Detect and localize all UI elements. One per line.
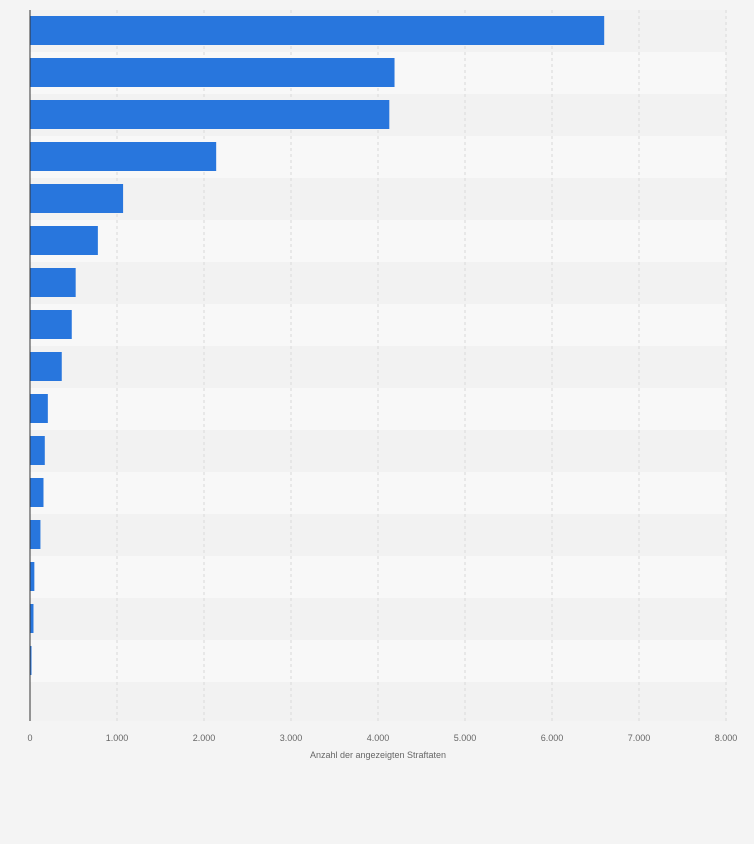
x-tick-label: 7.000 (628, 733, 651, 743)
x-tick-label: 5.000 (454, 733, 477, 743)
bar (30, 58, 395, 87)
bars (30, 16, 605, 675)
x-tick-label: 4.000 (367, 733, 390, 743)
grid-lines (116, 10, 727, 721)
bar (30, 604, 34, 633)
bar (30, 646, 32, 675)
bar (30, 226, 98, 255)
x-tick-label: 8.000 (715, 733, 738, 743)
bar (30, 478, 44, 507)
bar (30, 268, 76, 297)
bar (30, 310, 72, 339)
bar (30, 394, 48, 423)
bar (30, 142, 217, 171)
x-tick-label: 6.000 (541, 733, 564, 743)
bar (30, 562, 35, 591)
bar (30, 520, 41, 549)
x-tick-label: 1.000 (106, 733, 129, 743)
x-axis-label: Anzahl der angezeigten Straftaten (310, 750, 446, 760)
bar (30, 16, 605, 45)
x-tick-labels: 0 1.000 2.000 3.000 4.000 5.000 6.000 7.000 8.00… (27, 733, 737, 743)
x-tick-label: 0 (27, 733, 32, 743)
x-tick-label: 2.000 (193, 733, 216, 743)
x-tick-label: 3.000 (280, 733, 303, 743)
bar (30, 100, 390, 129)
bar (30, 184, 124, 213)
bar (30, 436, 45, 465)
bar (30, 352, 62, 381)
